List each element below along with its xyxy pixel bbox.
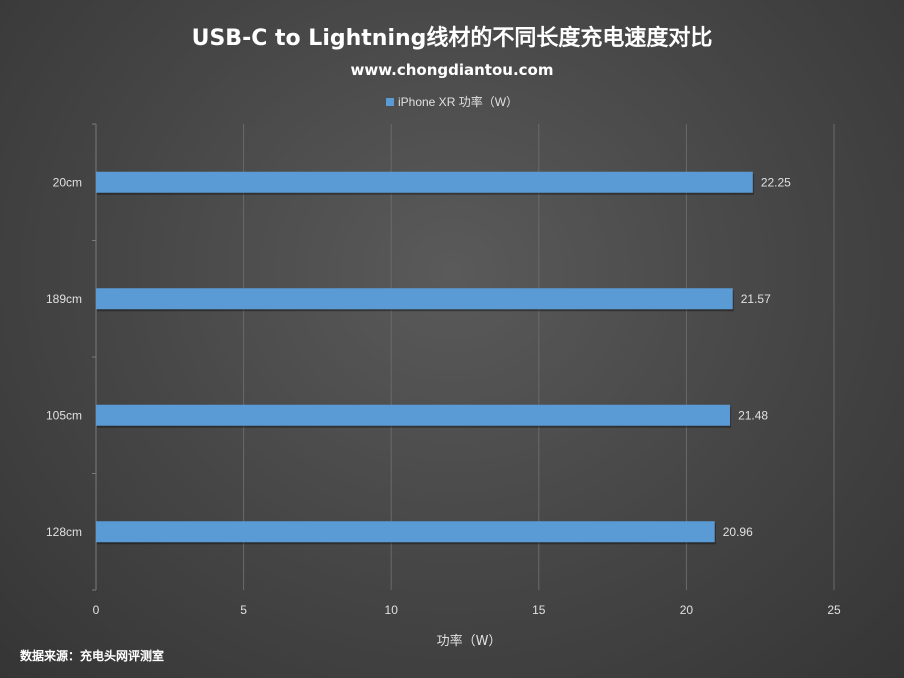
- data-source: 数据来源：充电头网评测室: [20, 649, 165, 663]
- x-tick-label: 10: [385, 603, 399, 617]
- grid-lines: [243, 124, 835, 590]
- x-tick-label: 0: [93, 603, 100, 617]
- chart-legend[interactable]: iPhone XR 功率（W）: [0, 93, 904, 110]
- chart-title: USB-C to Lightning线材的不同长度充电速度对比: [191, 26, 713, 51]
- x-tick-label: 25: [827, 603, 841, 617]
- category-label: 128cm: [46, 525, 82, 539]
- legend-label: iPhone XR 功率（W）: [397, 95, 519, 109]
- axes: [92, 123, 97, 591]
- bar-20cm[interactable]: [96, 171, 753, 193]
- x-tick-label: 20: [680, 603, 694, 617]
- bars: [96, 171, 754, 545]
- chart-subtitle: www.chongdiantou.com: [350, 61, 554, 79]
- labels: 0 5 10 15 20 25 20cm 22.25 189cm 21.57 105cm 21.48 1…: [46, 175, 841, 649]
- legend-swatch: [385, 98, 394, 106]
- data-label: 22.25: [761, 175, 791, 189]
- bar-189cm[interactable]: [96, 288, 733, 310]
- x-axis-title: 功率（W）: [437, 633, 502, 649]
- category-label: 20cm: [53, 175, 82, 189]
- bar-105cm[interactable]: [96, 404, 731, 426]
- category-label: 189cm: [46, 292, 82, 306]
- bar-128cm[interactable]: [96, 521, 715, 543]
- x-tick-label: 5: [240, 603, 247, 617]
- x-tick-label: 15: [532, 603, 546, 617]
- data-label: 20.96: [723, 525, 753, 539]
- data-label: 21.48: [738, 408, 768, 422]
- data-label: 21.57: [741, 292, 771, 306]
- category-label: 105cm: [46, 408, 82, 422]
